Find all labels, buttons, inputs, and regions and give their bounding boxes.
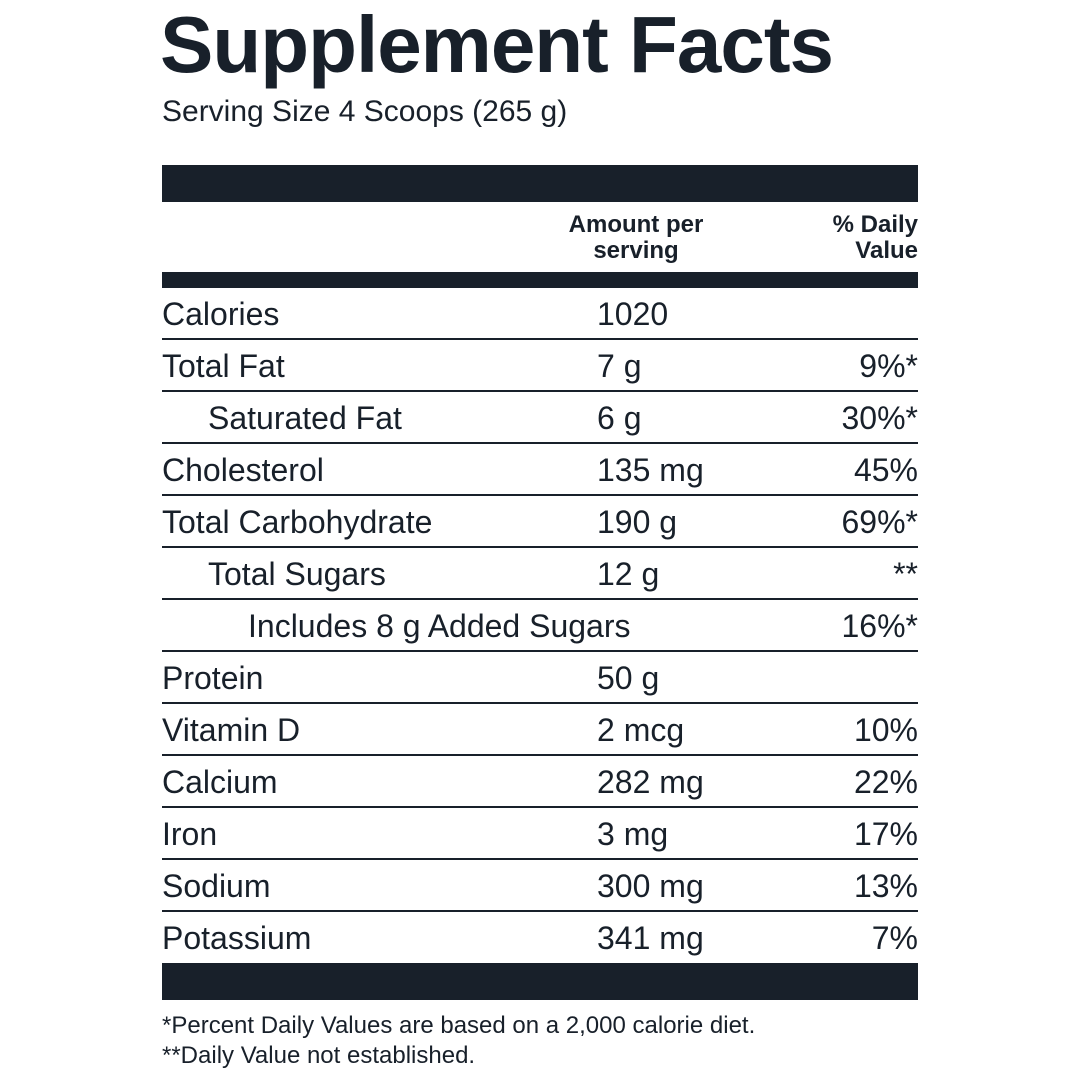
nutrient-name: Protein [162,660,264,696]
nutrient-name: Includes 8 g Added Sugars [248,608,631,644]
nutrient-row: Calcium 282 mg 22% [162,754,918,808]
daily-value: 7% [871,920,918,956]
serving-size: Serving Size 4 Scoops (265 g) [162,95,568,128]
column-header: Amount per serving [568,211,704,264]
column-header: % Daily Value [832,211,918,264]
nutrient-amount: 50 g [597,660,660,696]
divider-bar [162,165,918,202]
daily-value: 22% [853,764,918,800]
nutrient-name: Potassium [162,920,312,956]
nutrient-amount: 6 g [597,400,642,436]
nutrient-amount: 3 mg [597,816,669,852]
nutrient-name: Saturated Fat [208,400,402,436]
nutrient-row: Total Fat 7 g 9%* [162,338,918,392]
nutrient-name: Vitamin D [162,712,301,748]
title: Supplement Facts [160,0,834,89]
nutrient-amount: 1020 [597,296,669,332]
nutrient-amount: 190 g [597,504,678,540]
nutrient-name: Calcium [162,764,278,800]
footnote: *Percent Daily Values are based on a 2,0… [162,1012,756,1039]
nutrient-amount: 2 mcg [597,712,685,748]
daily-value: 10% [853,712,918,748]
nutrient-row: Potassium 341 mg 7% [162,910,918,964]
nutrient-row: Cholesterol 135 mg 45% [162,442,918,496]
nutrient-amount: 282 mg [597,764,704,800]
daily-value: 69%* [841,504,919,540]
nutrient-amount: 300 mg [597,868,704,904]
nutrient-amount: 7 g [597,348,642,384]
nutrient-row: Sodium 300 mg 13% [162,858,918,912]
daily-value: ** [893,556,918,592]
daily-value: 45% [853,452,918,488]
daily-value: 16%* [841,608,919,644]
daily-value: 17% [853,816,918,852]
divider-bar [162,272,918,288]
nutrient-row: Vitamin D 2 mcg 10% [162,702,918,756]
nutrient-name: Calories [162,296,280,332]
divider-bar [162,963,918,1000]
nutrient-row: Total Sugars 12 g ** [162,546,918,600]
nutrient-row: Includes 8 g Added Sugars 16%* [162,598,918,652]
nutrient-name: Total Fat [162,348,285,384]
nutrient-amount: 12 g [597,556,660,592]
nutrient-name: Sodium [162,868,271,904]
nutrient-amount: 341 mg [597,920,704,956]
nutrient-row: Total Carbohydrate 190 g 69%* [162,494,918,548]
nutrient-name: Total Sugars [208,556,386,592]
nutrient-row: Iron 3 mg 17% [162,806,918,860]
daily-value: 13% [853,868,918,904]
nutrient-name: Cholesterol [162,452,324,488]
nutrient-row: Calories 1020 [162,288,918,340]
daily-value: 9%* [859,348,918,384]
daily-value: 30%* [841,400,919,436]
footnote: **Daily Value not established. [162,1042,476,1069]
nutrient-name: Total Carbohydrate [162,504,433,540]
nutrient-row: Protein 50 g [162,650,918,704]
nutrient-amount: 135 mg [597,452,704,488]
nutrient-name: Iron [162,816,218,852]
nutrient-row: Saturated Fat 6 g 30%* [162,390,918,444]
